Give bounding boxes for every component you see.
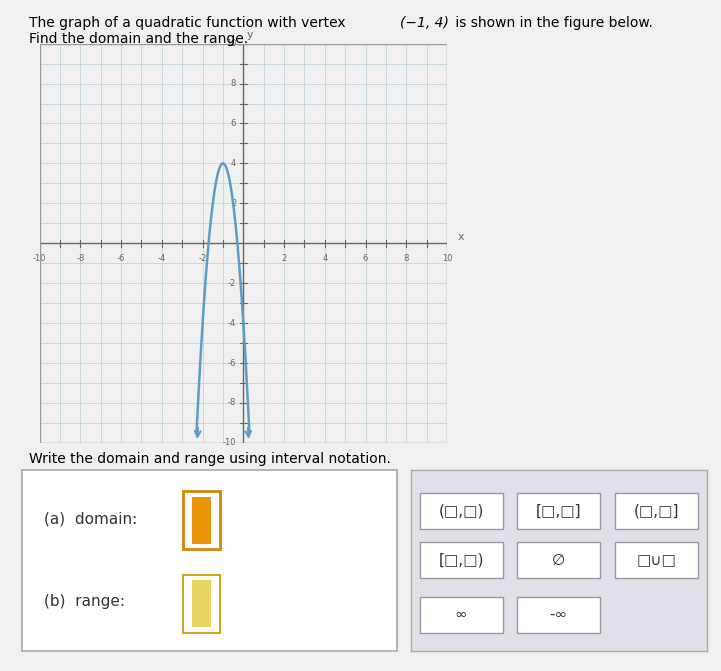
Text: 6: 6 <box>363 254 368 263</box>
Text: 6: 6 <box>231 119 236 128</box>
Text: -8: -8 <box>228 399 236 407</box>
Text: x: x <box>457 232 464 242</box>
Text: 8: 8 <box>231 79 236 88</box>
FancyBboxPatch shape <box>420 597 503 633</box>
Text: is shown in the figure below.: is shown in the figure below. <box>451 16 653 30</box>
FancyBboxPatch shape <box>518 493 600 529</box>
FancyBboxPatch shape <box>615 493 698 529</box>
FancyBboxPatch shape <box>615 542 698 578</box>
Text: -∞: -∞ <box>549 607 568 622</box>
Text: The graph of a quadratic function with vertex: The graph of a quadratic function with v… <box>29 16 345 30</box>
FancyBboxPatch shape <box>183 491 221 550</box>
Text: 2: 2 <box>231 199 236 208</box>
Text: -6: -6 <box>117 254 125 263</box>
Text: (□,□): (□,□) <box>438 504 484 519</box>
FancyBboxPatch shape <box>193 580 211 627</box>
Text: Write the domain and range using interval notation.: Write the domain and range using interva… <box>29 452 391 466</box>
Text: -10: -10 <box>223 438 236 448</box>
Text: -10: -10 <box>33 254 46 263</box>
Text: 10: 10 <box>226 39 236 48</box>
Text: -8: -8 <box>76 254 84 263</box>
Text: Find the domain and the range.: Find the domain and the range. <box>29 32 248 46</box>
Text: 4: 4 <box>322 254 327 263</box>
Text: -2: -2 <box>198 254 207 263</box>
Text: -6: -6 <box>228 358 236 368</box>
Text: y: y <box>247 30 254 40</box>
Text: -2: -2 <box>228 278 236 288</box>
FancyBboxPatch shape <box>183 575 221 633</box>
FancyBboxPatch shape <box>518 597 600 633</box>
Text: 4: 4 <box>231 159 236 168</box>
Text: 8: 8 <box>404 254 409 263</box>
Text: -4: -4 <box>158 254 166 263</box>
FancyBboxPatch shape <box>518 542 600 578</box>
Text: □∪□: □∪□ <box>637 553 676 568</box>
Text: (a)  domain:: (a) domain: <box>44 511 138 526</box>
Text: ∞: ∞ <box>455 607 468 622</box>
Text: 2: 2 <box>281 254 287 263</box>
FancyBboxPatch shape <box>420 493 503 529</box>
Text: [□,□): [□,□) <box>438 553 484 568</box>
FancyBboxPatch shape <box>420 542 503 578</box>
Text: (−1, 4): (−1, 4) <box>400 16 449 30</box>
Text: -4: -4 <box>228 319 236 327</box>
Text: 10: 10 <box>442 254 452 263</box>
Text: [□,□]: [□,□] <box>536 504 582 519</box>
FancyBboxPatch shape <box>193 497 211 544</box>
Text: ∅: ∅ <box>552 553 565 568</box>
Text: (b)  range:: (b) range: <box>44 595 125 609</box>
Text: (□,□]: (□,□] <box>634 504 679 519</box>
